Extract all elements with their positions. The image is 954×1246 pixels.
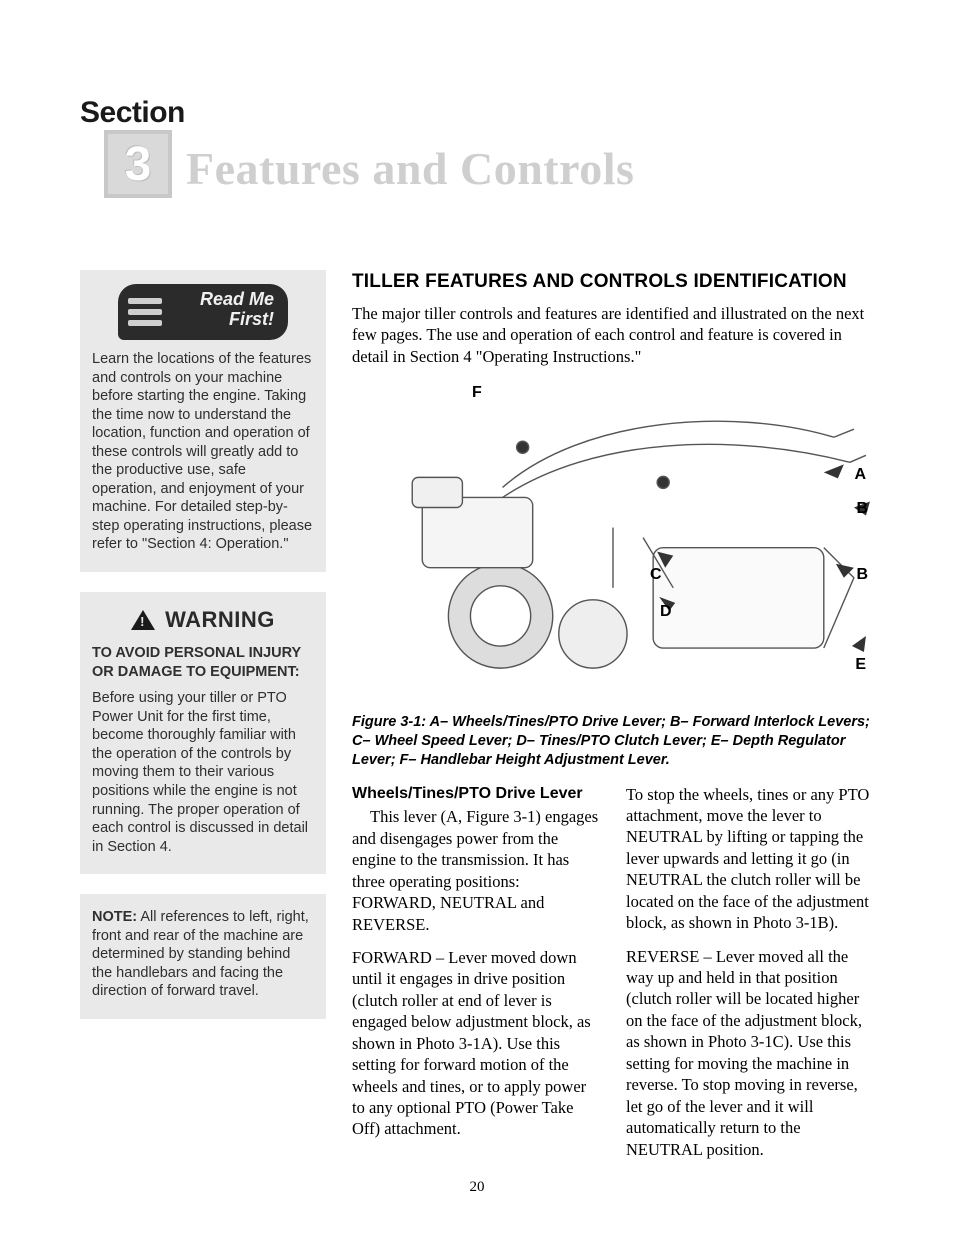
read-me-first-badge: Read Me First! — [118, 284, 288, 340]
section-number: 3 — [125, 137, 152, 192]
body-columns: Wheels/Tines/PTO Drive Lever This lever … — [352, 784, 874, 1162]
chapter-title: Features and Controls — [186, 142, 634, 195]
fig-label-B2: B — [856, 565, 868, 586]
figure-3-1: F A B C B D E — [352, 377, 874, 707]
warning-title: WARNING — [165, 606, 275, 634]
warning-body: Before using your tiller or PTO Power Un… — [92, 689, 314, 856]
fig-label-B: B — [856, 499, 868, 520]
warning-icon — [131, 610, 155, 630]
chapter-header: Section 3 Features and Controls — [80, 60, 874, 210]
readme-badge-line2: First! — [229, 309, 274, 329]
fig-label-F: F — [472, 383, 482, 404]
readme-body: Learn the locations of the features and … — [92, 350, 314, 554]
readme-box: Read Me First! Learn the locations of th… — [80, 270, 326, 572]
body-p3: To stop the wheels, tines or any PTO att… — [626, 784, 874, 934]
note-box: NOTE: All references to left, right, fro… — [80, 894, 326, 1019]
warning-lead: TO AVOID PERSONAL INJURY OR DAMAGE TO EQ… — [92, 644, 314, 681]
body-p4: REVERSE – Lever moved all the way up and… — [626, 946, 874, 1160]
note-lead: NOTE: — [92, 909, 137, 925]
body-p2: FORWARD – Lever moved down until it enga… — [352, 947, 600, 1140]
main-content: TILLER FEATURES AND CONTROLS IDENTIFICAT… — [352, 270, 874, 1162]
sidebar: Read Me First! Learn the locations of th… — [80, 270, 326, 1162]
main-title: TILLER FEATURES AND CONTROLS IDENTIFICAT… — [352, 270, 874, 295]
main-intro: The major tiller controls and features a… — [352, 303, 874, 367]
figure-caption: Figure 3-1: A– Wheels/Tines/PTO Drive Le… — [352, 713, 874, 770]
section-number-box: 3 — [104, 130, 172, 198]
subsection-title: Wheels/Tines/PTO Drive Lever — [352, 784, 600, 805]
section-label: Section — [80, 96, 185, 130]
fig-label-D: D — [660, 602, 672, 623]
fig-label-C: C — [650, 565, 662, 586]
tiller-illustration — [352, 377, 874, 708]
warning-box: WARNING TO AVOID PERSONAL INJURY OR DAMA… — [80, 592, 326, 874]
fig-label-A: A — [854, 465, 866, 486]
readme-badge-line1: Read Me — [200, 289, 274, 309]
page-number: 20 — [80, 1179, 874, 1196]
body-p1: This lever (A, Figure 3-1) engages and d… — [352, 806, 600, 935]
fig-label-E: E — [855, 655, 866, 676]
